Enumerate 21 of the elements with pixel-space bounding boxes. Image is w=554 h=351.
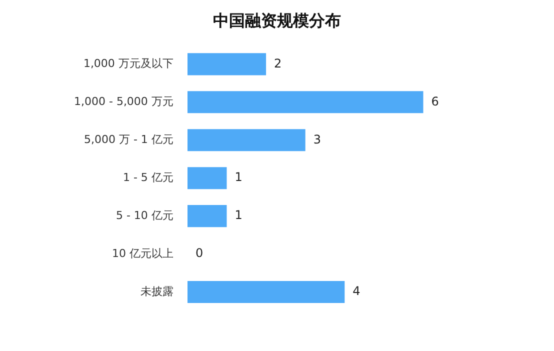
y-tick-label: 5,000 万 - 1 亿元 bbox=[84, 132, 174, 146]
y-tick-label: 5 - 10 亿元 bbox=[116, 208, 174, 222]
bar bbox=[187, 281, 345, 304]
data-label: 0 bbox=[195, 246, 204, 260]
data-label: 3 bbox=[313, 132, 321, 146]
data-label: 4 bbox=[352, 284, 360, 298]
bar bbox=[187, 205, 227, 228]
y-tick-label: 10 亿元以上 bbox=[112, 246, 174, 260]
data-label: 6 bbox=[431, 94, 439, 108]
data-label: 1 bbox=[234, 170, 242, 184]
bar bbox=[187, 53, 266, 76]
y-tick-label: 1 - 5 亿元 bbox=[122, 170, 174, 184]
bar bbox=[187, 167, 227, 190]
bar bbox=[187, 129, 306, 152]
data-label: 1 bbox=[234, 208, 242, 222]
y-tick-label: 1,000 万元及以下 bbox=[83, 57, 174, 70]
chart-title: 中国融资规模分布 bbox=[213, 10, 341, 30]
bar bbox=[187, 91, 424, 114]
data-label: 2 bbox=[274, 56, 282, 70]
y-tick-label: 1,000 - 5,000 万元 bbox=[74, 95, 174, 108]
y-tick-label: 未披露 bbox=[140, 284, 174, 298]
